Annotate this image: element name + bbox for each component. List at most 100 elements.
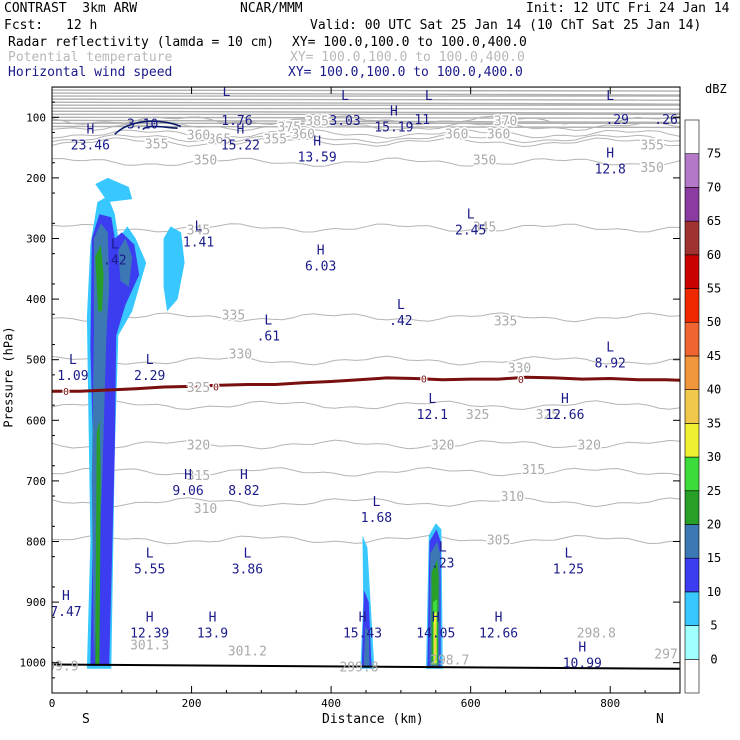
y-tick-label: 200: [26, 172, 46, 185]
field3-xy: XY= 100.0,100.0 to 100.0,400.0: [288, 65, 523, 80]
theta-contour: [52, 400, 680, 411]
extremum-value: 23.46: [71, 138, 110, 153]
colorbar-label: 45: [707, 349, 721, 363]
extremum-value: 12.66: [479, 626, 518, 641]
extremum-value: 12.39: [130, 626, 169, 641]
freezing-level-label: 0: [192, 382, 198, 393]
extremum-type: L: [146, 353, 154, 368]
extremum-value: 6.03: [305, 260, 336, 275]
x-tick-label: 800: [600, 697, 620, 710]
colorbar-label: 15: [707, 551, 721, 565]
model-title: CONTRAST 3km ARW: [4, 1, 138, 16]
extremum-type: L: [243, 547, 251, 562]
extremum-type: H: [606, 147, 614, 162]
wind-extremum-marker: H13.9: [197, 610, 228, 641]
extremum-value: 13.59: [298, 151, 337, 166]
theta-label: 360: [445, 128, 468, 143]
organization: NCAR/MMM: [240, 1, 303, 16]
x-left-end-label: S: [82, 712, 90, 727]
wind-extremum-marker: L1.41: [183, 219, 214, 250]
wind-extremum-marker: H12.8: [595, 147, 626, 178]
wind-extremum-marker: H10.99: [563, 641, 602, 672]
field2-xy: XY= 100.0,100.0 to 100.0,400.0: [290, 50, 525, 65]
colorbar-label: 25: [707, 484, 721, 498]
field2-name: Potential temperature: [8, 50, 173, 65]
theta-label: 310: [501, 490, 524, 505]
theta-label: 345: [473, 220, 496, 235]
extremum-type: L: [341, 89, 349, 104]
theta-label: 325: [536, 408, 559, 423]
colorbar-swatch: [684, 456, 700, 492]
colorbar-swatch: [684, 187, 700, 222]
extremum-value: 15.43: [343, 626, 382, 641]
surface-theta-label: 298.7: [430, 654, 469, 669]
axes: 100 200 300 400 500 600 700 800 900 1000 0 200 400 60…: [20, 86, 681, 710]
wind-extremum-marker: L2.29: [134, 353, 165, 384]
extremum-value: 2.29: [134, 369, 165, 384]
x-tick-label: 0: [49, 697, 56, 710]
colorbar-label: 0: [710, 652, 717, 666]
surface-theta-label: 301.3: [130, 639, 169, 654]
wind-extremum-marker: L3.86: [232, 547, 263, 578]
theta-label: 320: [578, 439, 601, 454]
plot-area: 0 0 0 0 0 375 385 370 355 365 355 360 360 360 360 355 35…: [50, 87, 680, 675]
theta-label: 350: [473, 154, 496, 169]
theta-label: 320: [431, 439, 454, 454]
wind-extremum-marker: 3.03: [329, 114, 360, 129]
colorbar-swatch: [684, 355, 700, 390]
reflectivity-cell: [434, 623, 436, 657]
extremum-type: L: [564, 547, 572, 562]
wind-extremum-marker: H12.66: [479, 610, 518, 641]
wind-extremum-marker: L1.09: [57, 353, 88, 384]
extremum-type: H: [317, 244, 325, 259]
theta-contour: [52, 466, 680, 477]
theta-label: 355: [640, 139, 663, 154]
extremum-value: 1.76: [221, 114, 252, 129]
theta-contour: [52, 157, 680, 167]
colorbar-swatch: [684, 658, 700, 694]
colorbar-swatch: [684, 557, 700, 593]
extremum-type: L: [373, 495, 381, 510]
wind-extremum-marker: L1.25: [553, 547, 584, 578]
extremum-type: L: [439, 541, 447, 556]
wind-extremum-marker: L.42: [103, 238, 126, 269]
wind-extremum-marker: L: [606, 89, 614, 104]
extremum-value: 12.8: [595, 163, 626, 178]
theta-label: 335: [222, 308, 245, 323]
theta-label: 345: [187, 223, 210, 238]
colorbar-label: 55: [707, 282, 721, 296]
extremum-type: H: [236, 122, 244, 137]
wind-contour: [142, 125, 178, 131]
extremum-type: H: [578, 641, 586, 656]
theta-label: 330: [508, 362, 531, 377]
extremum-type: H: [184, 468, 192, 483]
reflectivity-cell: [363, 626, 370, 667]
theta-label: 350: [194, 154, 217, 169]
freezing-level-label: 0: [213, 382, 219, 393]
wind-extremum-marker: H13.59: [298, 135, 337, 166]
colorbar-swatch: [684, 321, 700, 357]
colorbar-swatch: [684, 490, 700, 525]
wind-extremum-marker: H12.39: [130, 610, 169, 641]
extremum-type: L: [264, 313, 272, 328]
wind-contour: [114, 120, 182, 135]
extremum-type: L: [606, 89, 614, 104]
plot-inner: 0 0 0 0 0 375 385 370 355 365 355 360 360 360 360 355 35…: [50, 87, 680, 675]
init-time: Init: 12 UTC Fri 24 Jan 14: [526, 1, 730, 16]
surface-theta-label: 301.2: [228, 645, 267, 660]
colorbar-unit: dBZ: [705, 82, 727, 96]
theta-contour: [52, 92, 680, 96]
theta-label: 330: [229, 348, 252, 363]
colorbar-label: 65: [707, 214, 721, 228]
wind-extremum-marker: .11: [407, 113, 430, 128]
wind-extremum-marker: 1.76: [221, 114, 252, 129]
x-tick-label: 400: [321, 697, 341, 710]
wind-extremum-marker: .29: [605, 113, 628, 128]
extremum-type: H: [86, 122, 94, 137]
colorbar-swatch: [684, 389, 700, 424]
freezing-level-label: 0: [63, 387, 69, 398]
extremum-value: 12.66: [545, 408, 584, 423]
wind-extremum-marker: H6.03: [305, 244, 336, 275]
extremum-value: 7.47: [50, 605, 81, 620]
extremum-type: H: [146, 610, 154, 625]
